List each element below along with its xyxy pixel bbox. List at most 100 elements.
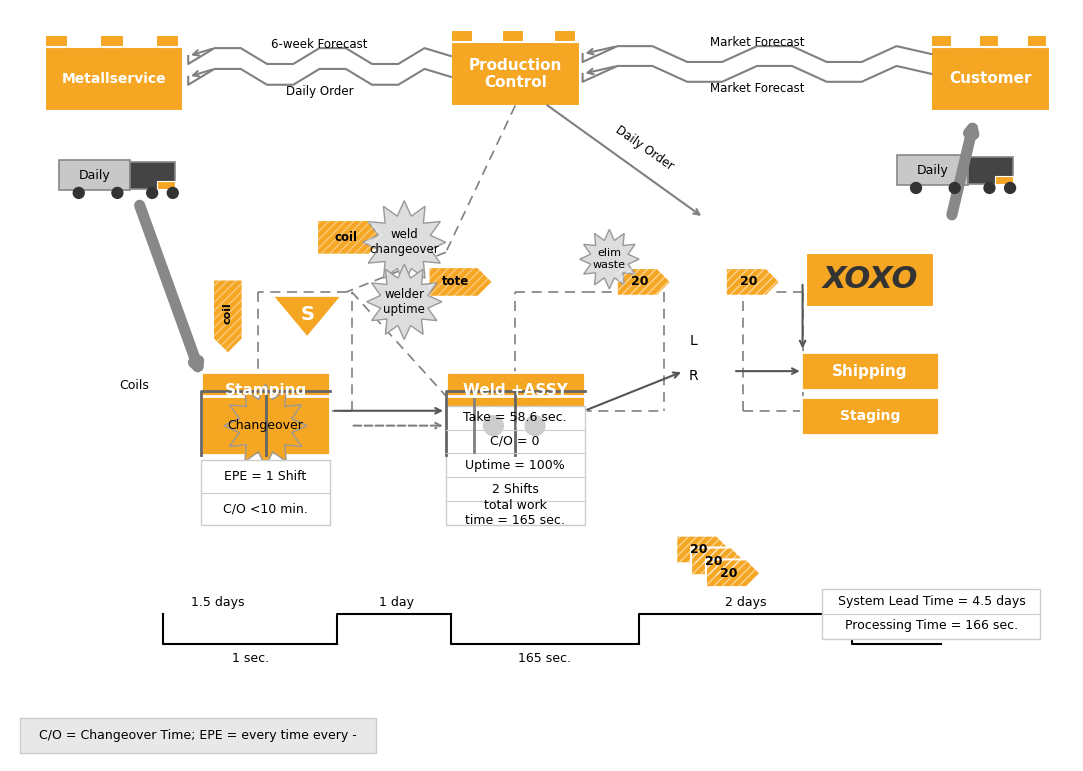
- Text: Metallservice: Metallservice: [62, 72, 166, 86]
- Text: coil: coil: [335, 231, 357, 244]
- FancyBboxPatch shape: [446, 396, 585, 456]
- Text: coil: coil: [223, 302, 233, 324]
- Polygon shape: [363, 200, 446, 284]
- Text: S: S: [300, 305, 314, 325]
- Text: 6-week Forecast: 6-week Forecast: [271, 38, 368, 51]
- Text: Processing Time = 166 sec.: Processing Time = 166 sec.: [845, 619, 1018, 632]
- Text: elim
waste: elim waste: [592, 248, 626, 270]
- FancyBboxPatch shape: [800, 397, 939, 435]
- Circle shape: [911, 183, 922, 194]
- Text: Shipping: Shipping: [832, 364, 908, 379]
- Circle shape: [518, 408, 553, 443]
- Text: 20: 20: [630, 275, 648, 288]
- FancyBboxPatch shape: [44, 46, 183, 111]
- Text: 1.5 days: 1.5 days: [192, 595, 245, 608]
- Circle shape: [112, 187, 122, 198]
- Text: Stamping: Stamping: [224, 383, 306, 399]
- Circle shape: [167, 187, 179, 198]
- Text: Coils: Coils: [119, 379, 148, 392]
- Text: welder
uptime: welder uptime: [383, 288, 426, 316]
- FancyBboxPatch shape: [553, 30, 576, 42]
- Circle shape: [74, 187, 84, 198]
- Polygon shape: [224, 384, 308, 467]
- FancyBboxPatch shape: [897, 155, 967, 185]
- FancyBboxPatch shape: [451, 30, 472, 42]
- Polygon shape: [366, 264, 442, 339]
- FancyBboxPatch shape: [130, 162, 175, 189]
- Text: Staging: Staging: [839, 409, 900, 423]
- Text: Daily Order: Daily Order: [613, 123, 676, 173]
- Text: weld
changeover: weld changeover: [369, 228, 439, 256]
- Text: tote: tote: [442, 275, 469, 288]
- Polygon shape: [273, 296, 342, 338]
- FancyBboxPatch shape: [100, 35, 123, 46]
- Text: Uptime = 100%: Uptime = 100%: [466, 459, 565, 472]
- FancyBboxPatch shape: [201, 396, 330, 456]
- FancyBboxPatch shape: [201, 460, 330, 525]
- FancyBboxPatch shape: [44, 35, 68, 46]
- FancyBboxPatch shape: [201, 372, 330, 409]
- FancyBboxPatch shape: [60, 160, 130, 190]
- Text: Market Forecast: Market Forecast: [709, 82, 805, 96]
- Text: Market Forecast: Market Forecast: [709, 35, 805, 49]
- Text: 1 sec.: 1 sec.: [232, 652, 270, 665]
- Polygon shape: [676, 536, 731, 564]
- Text: Weld +ASSY: Weld +ASSY: [462, 383, 567, 399]
- Circle shape: [483, 416, 504, 436]
- Text: XOXO: XOXO: [822, 265, 917, 295]
- Text: 20: 20: [690, 543, 707, 556]
- FancyBboxPatch shape: [806, 253, 935, 307]
- Text: R: R: [689, 369, 699, 383]
- Polygon shape: [429, 267, 493, 297]
- FancyBboxPatch shape: [931, 35, 952, 46]
- FancyBboxPatch shape: [446, 406, 585, 525]
- Polygon shape: [213, 279, 243, 354]
- Text: 2 Shifts: 2 Shifts: [492, 483, 538, 496]
- Text: 20: 20: [740, 275, 757, 288]
- Text: 165 sec.: 165 sec.: [519, 652, 572, 665]
- Polygon shape: [691, 547, 745, 575]
- Text: C/O = Changeover Time; EPE = every time every -: C/O = Changeover Time; EPE = every time …: [39, 729, 357, 742]
- Text: L: L: [690, 335, 697, 348]
- Text: Production
Control: Production Control: [469, 58, 562, 90]
- FancyBboxPatch shape: [800, 352, 939, 390]
- Text: System Lead Time = 4.5 days: System Lead Time = 4.5 days: [837, 594, 1026, 608]
- FancyBboxPatch shape: [1027, 35, 1047, 46]
- Polygon shape: [317, 220, 387, 254]
- Polygon shape: [579, 230, 639, 289]
- FancyBboxPatch shape: [822, 589, 1041, 638]
- Text: Daily Order: Daily Order: [286, 86, 353, 98]
- Circle shape: [949, 183, 961, 194]
- Circle shape: [1005, 183, 1016, 194]
- Text: C/O <10 min.: C/O <10 min.: [223, 502, 308, 515]
- Text: 20: 20: [705, 555, 722, 568]
- Text: EPE = 1 Shift: EPE = 1 Shift: [224, 470, 306, 483]
- Text: 2 days: 2 days: [726, 595, 767, 608]
- FancyBboxPatch shape: [931, 46, 1051, 111]
- Text: Daily: Daily: [79, 169, 110, 182]
- Circle shape: [984, 183, 995, 194]
- Text: Customer: Customer: [950, 72, 1032, 86]
- FancyBboxPatch shape: [994, 176, 1013, 183]
- Text: total work
time = 165 sec.: total work time = 165 sec.: [466, 499, 565, 527]
- Text: Take = 58.6 sec.: Take = 58.6 sec.: [464, 411, 567, 424]
- Polygon shape: [726, 268, 780, 296]
- FancyBboxPatch shape: [503, 30, 524, 42]
- FancyBboxPatch shape: [157, 180, 175, 189]
- FancyBboxPatch shape: [156, 35, 179, 46]
- Text: Daily: Daily: [916, 163, 948, 177]
- Text: Changeover: Changeover: [227, 419, 303, 432]
- Text: 1 day: 1 day: [379, 595, 414, 608]
- FancyBboxPatch shape: [19, 718, 377, 752]
- FancyBboxPatch shape: [451, 42, 579, 106]
- Polygon shape: [617, 268, 671, 296]
- FancyBboxPatch shape: [967, 157, 1013, 183]
- FancyBboxPatch shape: [446, 372, 585, 409]
- Circle shape: [146, 187, 158, 198]
- Text: 20: 20: [720, 567, 738, 580]
- Circle shape: [475, 408, 511, 443]
- Circle shape: [525, 416, 545, 436]
- Polygon shape: [706, 560, 760, 588]
- Text: C/O = 0: C/O = 0: [491, 435, 540, 448]
- FancyBboxPatch shape: [979, 35, 1000, 46]
